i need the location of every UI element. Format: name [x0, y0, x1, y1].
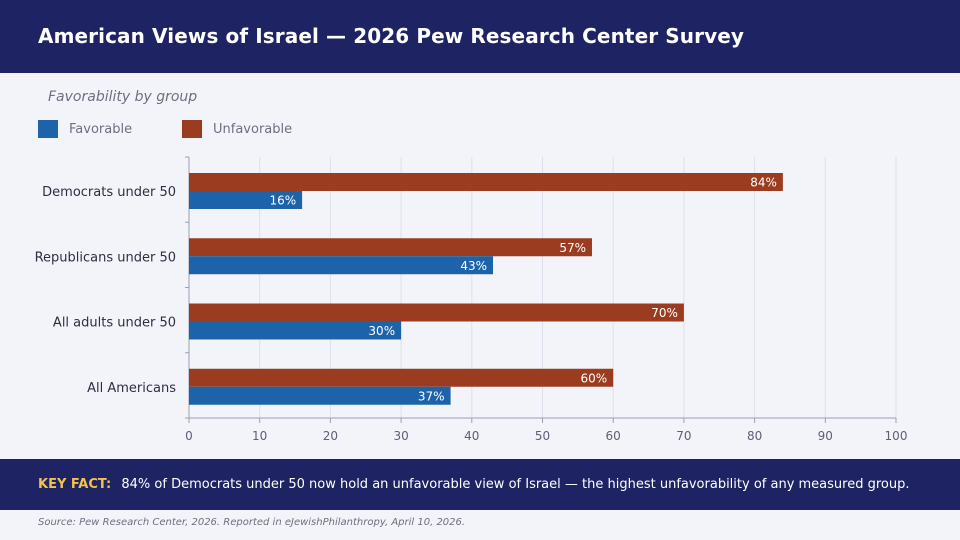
source-note: Source: Pew Research Center, 2026. Repor…	[38, 517, 466, 528]
category-label: All adults under 50	[53, 316, 176, 331]
category-label: Republicans under 50	[35, 250, 176, 265]
legend-swatch-favorable	[38, 120, 58, 138]
legend-item-unfavorable: Unfavorable	[182, 120, 292, 138]
chart-subtitle: Favorability by group	[48, 89, 198, 105]
category-label: Democrats under 50	[42, 185, 176, 200]
x-tick-label: 90	[818, 429, 833, 443]
x-tick-label: 100	[885, 429, 908, 443]
x-tick-label: 20	[323, 429, 338, 443]
bar-favorable	[189, 386, 451, 405]
x-tick-label: 60	[606, 429, 621, 443]
category-label: All Americans	[87, 381, 176, 396]
x-tick-label: 10	[252, 429, 267, 443]
data-label: 30%	[368, 324, 395, 338]
bar-favorable	[189, 321, 402, 340]
bar-unfavorable	[189, 368, 614, 387]
x-tick-label: 40	[464, 429, 479, 443]
legend-swatch-unfavorable	[182, 120, 202, 138]
data-label: 84%	[750, 176, 777, 190]
bar-favorable	[189, 256, 494, 275]
key-fact-banner: KEY FACT: 84% of Democrats under 50 now …	[0, 459, 960, 510]
x-tick-label: 0	[185, 429, 193, 443]
legend-item-favorable: Favorable	[38, 120, 132, 138]
x-tick-label: 80	[747, 429, 762, 443]
data-label: 70%	[651, 306, 678, 320]
bar-unfavorable	[189, 173, 783, 191]
key-fact-text: 84% of Democrats under 50 now hold an un…	[121, 477, 910, 492]
legend-label-unfavorable: Unfavorable	[213, 121, 293, 137]
page-title: American Views of Israel — 2026 Pew Rese…	[38, 24, 745, 48]
x-tick-label: 70	[676, 429, 691, 443]
data-label: 60%	[581, 371, 608, 385]
bar-favorable	[189, 191, 303, 209]
bar-unfavorable	[189, 238, 592, 257]
bar-unfavorable	[189, 303, 684, 322]
x-tick-label: 50	[535, 429, 550, 443]
x-tick-label: 30	[393, 429, 408, 443]
bar-chart: 0 10 20 30 40 50 60 70 80 90 100 Democrats under 50…	[35, 156, 908, 443]
data-label: 16%	[269, 194, 296, 208]
legend-label-favorable: Favorable	[69, 121, 133, 137]
data-label: 37%	[418, 389, 445, 403]
data-label: 43%	[460, 259, 487, 273]
header-banner: American Views of Israel — 2026 Pew Rese…	[0, 0, 960, 73]
data-label: 57%	[559, 241, 586, 255]
key-fact-label: KEY FACT:	[38, 477, 112, 492]
